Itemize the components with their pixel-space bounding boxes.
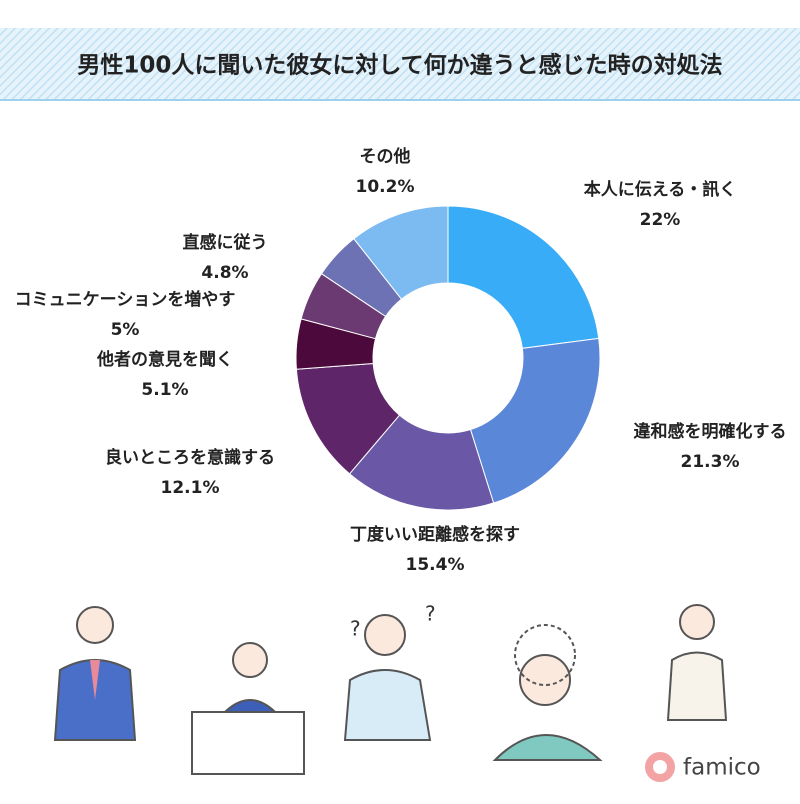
category-label: 他者の意見を聞く xyxy=(96,349,233,370)
chart-title: 男性100人に聞いた彼女に対して何か違うと感じた時の対処法 xyxy=(77,52,722,79)
category-label: 丁度いい距離感を探す xyxy=(350,524,520,545)
category-label: 本人に伝える・訊く xyxy=(584,179,737,200)
svg-text:?: ? xyxy=(425,602,436,626)
value-label: 12.1% xyxy=(161,478,220,498)
brand-logo: famico xyxy=(683,755,761,781)
donut xyxy=(295,205,601,511)
svg-text:?: ? xyxy=(350,617,361,641)
value-label: 5.1% xyxy=(141,380,188,400)
value-label: 15.4% xyxy=(406,555,465,575)
value-label: 22% xyxy=(640,210,681,230)
category-label: 違和感を明確化する xyxy=(634,421,787,442)
donut-slice xyxy=(447,205,600,349)
category-label: コミュニケーションを増やす xyxy=(15,289,236,310)
donut-slice xyxy=(353,205,449,300)
category-label: その他 xyxy=(360,146,411,167)
category-label: 良いところを意識する xyxy=(105,447,275,468)
value-label: 21.3% xyxy=(681,452,740,472)
value-label: 4.8% xyxy=(201,263,248,283)
title-band xyxy=(0,28,800,100)
donut-slice xyxy=(469,337,601,504)
category-label: 直感に従う xyxy=(183,232,268,253)
illustrations: ?? xyxy=(53,602,728,782)
value-label: 5% xyxy=(111,320,140,340)
value-label: 10.2% xyxy=(356,177,415,197)
